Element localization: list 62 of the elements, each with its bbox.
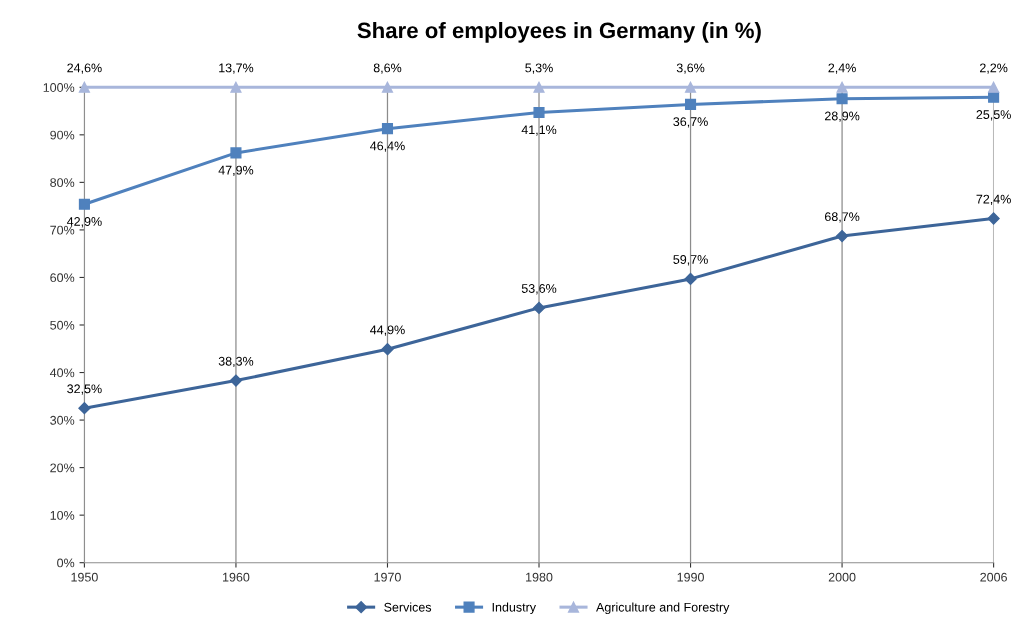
y-tick-label: 90% xyxy=(50,130,75,140)
point xyxy=(78,81,90,93)
annotation: 36,7% xyxy=(673,117,708,128)
data-label: 68,7% xyxy=(824,212,860,223)
point xyxy=(381,123,394,135)
y-tick-label: 50% xyxy=(50,320,75,330)
point xyxy=(533,106,545,119)
annotation: 3,6% xyxy=(676,63,705,74)
annotation: 25,5% xyxy=(976,110,1011,121)
point xyxy=(532,301,546,314)
point xyxy=(229,374,243,387)
annotation: 46,4% xyxy=(370,141,405,152)
point xyxy=(78,402,91,415)
data-label: 72,4% xyxy=(976,194,1011,206)
point xyxy=(836,81,848,93)
annotation: 24,6% xyxy=(67,63,102,74)
y-tick-label: 80% xyxy=(50,178,75,188)
point xyxy=(684,98,697,110)
x-tick-label: 2000 xyxy=(828,572,856,582)
y-tick-label: 60% xyxy=(50,273,75,283)
x-tick-label: 1990 xyxy=(677,572,704,582)
x-tick-label: 1970 xyxy=(374,572,401,582)
legend-label: Services xyxy=(384,602,432,612)
point xyxy=(381,343,394,356)
data-label: 59,7% xyxy=(673,255,708,266)
point xyxy=(381,81,394,93)
point xyxy=(78,198,90,210)
point xyxy=(835,229,849,243)
annotation: 13,7% xyxy=(219,63,254,74)
data-label: 53,6% xyxy=(521,284,557,295)
annotation: 41,1% xyxy=(521,125,557,136)
annotation: 28,9% xyxy=(824,111,860,122)
y-tick-label: 100% xyxy=(43,83,75,92)
legend-label: Agriculture and Forestry xyxy=(596,602,730,615)
x-tick-label: 2006 xyxy=(980,572,1007,582)
annotation: 5,3% xyxy=(525,63,553,74)
y-tick-label: 30% xyxy=(50,415,75,425)
point xyxy=(684,81,697,93)
annotation: 2,4% xyxy=(828,63,856,74)
x-tick-label: 1950 xyxy=(71,572,98,582)
x-tick-label: 1980 xyxy=(526,572,553,582)
y-tick-label: 40% xyxy=(49,368,75,378)
data-label: 44,9% xyxy=(370,325,405,336)
point xyxy=(988,91,1000,103)
x-tick-label: 1960 xyxy=(222,572,250,582)
data-label: 38,3% xyxy=(218,356,254,368)
annotation: 47,9% xyxy=(218,165,254,177)
y-tick-label: 0% xyxy=(57,558,75,568)
y-tick-label: 20% xyxy=(50,463,75,473)
chart-title: Share of employees in Germany (in %) xyxy=(357,21,761,43)
annotation: 2,2% xyxy=(979,63,1008,74)
point xyxy=(230,147,242,159)
y-tick-label: 10% xyxy=(50,510,75,520)
data-label: 32,5% xyxy=(67,384,102,395)
annotation: 8,6% xyxy=(373,63,402,74)
point xyxy=(684,272,697,285)
legend-label: Industry xyxy=(492,602,536,615)
point xyxy=(836,93,848,105)
point xyxy=(987,212,1000,225)
point xyxy=(533,81,545,93)
point xyxy=(230,81,242,93)
point xyxy=(988,81,1000,93)
